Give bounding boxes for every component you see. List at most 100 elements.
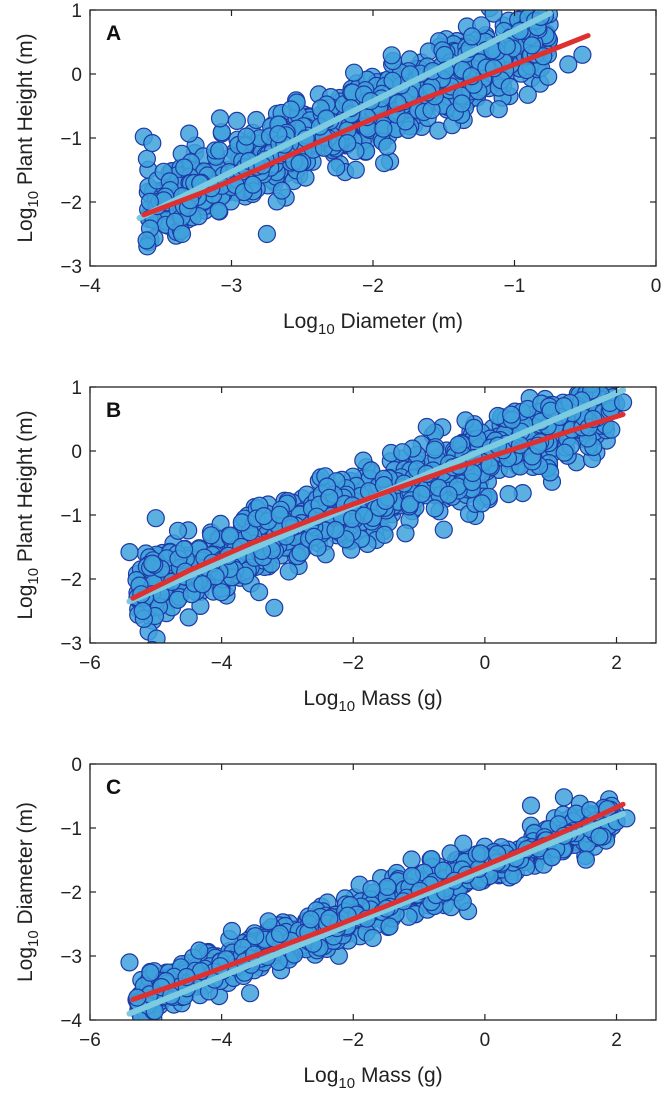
scatter-point — [539, 67, 558, 86]
scatter-point — [227, 111, 246, 131]
y-tick-label: −2 — [60, 570, 82, 591]
scatter-point — [555, 368, 572, 385]
scatter-point — [573, 45, 592, 64]
y-tick-label: 0 — [71, 442, 82, 463]
y-tick-label: −1 — [60, 819, 82, 840]
scatter-point — [362, 461, 381, 480]
scatter-point — [137, 231, 156, 250]
scatter-point — [246, 927, 265, 946]
y-tick-label: 1 — [71, 1, 82, 22]
scatter-point — [375, 154, 394, 173]
scatter-point — [555, 443, 574, 462]
scatter-point — [143, 554, 162, 573]
x-tick-label: 2 — [611, 1030, 622, 1051]
x-tick-label: −2 — [342, 653, 364, 674]
panel-letter: B — [106, 399, 121, 422]
panel-letter: A — [106, 22, 121, 45]
scatter-point — [412, 484, 431, 504]
scatter-point — [147, 629, 166, 643]
scatter-point — [472, 494, 491, 513]
scatter-point — [441, 844, 460, 863]
y-tick-label: −2 — [60, 883, 82, 904]
scatter-point — [193, 575, 212, 594]
scatter-point — [222, 921, 241, 941]
scatter-point — [190, 941, 209, 960]
scatter-point — [172, 224, 192, 244]
scatter-point — [146, 640, 158, 643]
x-tick-label: −2 — [362, 276, 384, 297]
panel-letter: C — [106, 776, 121, 799]
scatter-points — [134, 0, 592, 256]
scatter-point — [568, 387, 574, 388]
scatter-point — [378, 137, 397, 156]
fit-line-linear — [126, 810, 627, 1017]
scatter-point — [489, 100, 508, 119]
scatter-point — [291, 543, 310, 562]
scatter-point — [511, 0, 528, 2]
scatter-point — [221, 526, 240, 545]
scatter-point — [449, 435, 468, 454]
scatter-point — [425, 499, 444, 518]
scatter-point — [522, 36, 542, 55]
panel-B: −6 −4 −2 0 2 −3 −2 −1 0 1 B Log10 Mass (g) Log10 Pla… — [14, 360, 657, 715]
scatter-point — [576, 850, 596, 869]
scatter-point — [168, 521, 188, 540]
scatter-point — [301, 910, 320, 929]
scatter-point — [272, 181, 291, 200]
scatter-point — [209, 201, 228, 220]
scatter-point — [326, 520, 345, 540]
scatter-point — [279, 562, 298, 581]
scatter-point — [542, 848, 562, 867]
scatter-point — [502, 405, 521, 424]
scatter-point — [402, 866, 421, 886]
scatter-point — [346, 160, 365, 179]
x-tick-label: −4 — [211, 653, 233, 674]
scatter-points — [120, 360, 633, 643]
scatter-point — [393, 443, 412, 462]
x-tick-label: −6 — [79, 1030, 101, 1051]
y-tick-label: 1 — [71, 378, 82, 399]
scatter-point — [202, 526, 221, 545]
scatter-point — [180, 124, 199, 143]
scatter-point — [120, 953, 139, 972]
y-tick-label: −4 — [60, 1011, 82, 1032]
scatter-point — [212, 583, 231, 602]
y-tick-label: 0 — [71, 65, 82, 86]
scatter-point — [554, 788, 574, 807]
x-tick-label: 0 — [480, 1030, 491, 1051]
scatter-point — [206, 567, 225, 586]
scatter-point — [602, 420, 621, 439]
scatter-point — [327, 158, 346, 177]
scatter-point — [439, 485, 458, 504]
scatter-point — [518, 85, 537, 104]
y-tick-label: 0 — [71, 755, 82, 776]
scatter-point — [402, 850, 421, 869]
x-tick-label: −2 — [342, 1030, 364, 1051]
scatter-point — [471, 844, 490, 863]
fit-line-curve — [141, 33, 591, 218]
scatter-point — [236, 566, 255, 585]
scatter-point — [434, 861, 453, 880]
scatter-point — [210, 141, 229, 160]
scatter-point — [133, 601, 152, 621]
x-tick-label: −4 — [211, 1030, 233, 1051]
scatter-point — [375, 525, 394, 544]
scatter-point — [270, 924, 290, 944]
scatter-point — [400, 495, 419, 514]
scatter-point — [243, 175, 263, 194]
scatter-point — [146, 509, 165, 528]
scatter-point — [607, 360, 624, 377]
scatter-point — [396, 524, 415, 543]
x-axis-label: Log10 Mass (g) — [303, 1064, 442, 1092]
scatter-point — [453, 892, 472, 911]
scatter-point — [462, 27, 482, 46]
y-axis-label: Log10 Diameter (m) — [14, 802, 42, 982]
y-axis-label: Log10 Plant Height (m) — [14, 410, 42, 619]
scatter-point — [380, 917, 399, 936]
x-tick-label: −1 — [504, 276, 526, 297]
scatter-point — [452, 94, 471, 113]
scatter-point — [237, 127, 256, 146]
scatter-point — [500, 77, 519, 97]
